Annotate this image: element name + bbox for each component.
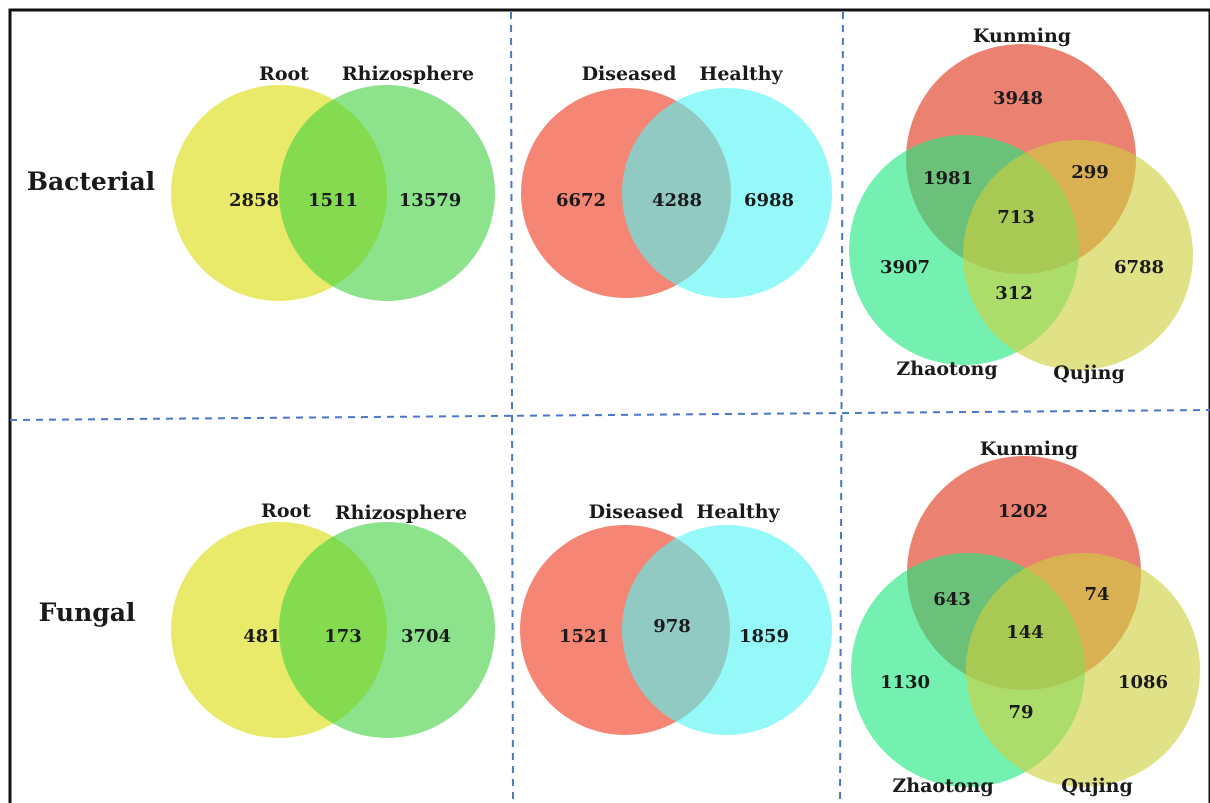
count-kunming-only: 3948	[993, 88, 1043, 109]
count-healthy-only: 6988	[744, 190, 794, 211]
count-kunming-qujing: 299	[1071, 162, 1109, 183]
circle-healthy	[622, 88, 832, 298]
venn-bacterial-root-rhizosphere: Root Rhizosphere 2858 1511 13579	[171, 63, 495, 301]
circle-rhizosphere	[279, 522, 495, 738]
label-zhaotong: Zhaotong	[892, 775, 993, 797]
count-shared: 4288	[652, 190, 702, 211]
label-rhizosphere: Rhizosphere	[342, 63, 474, 85]
count-diseased-only: 6672	[556, 190, 606, 211]
count-diseased-only: 1521	[559, 626, 609, 647]
circle-qujing	[963, 140, 1193, 370]
count-kunming-zhaotong: 643	[933, 589, 971, 610]
label-root: Root	[261, 500, 311, 522]
label-rhizosphere: Rhizosphere	[335, 502, 467, 524]
count-zhaotong-only: 3907	[880, 257, 930, 278]
count-shared: 1511	[308, 190, 358, 211]
label-kunming: Kunming	[980, 438, 1078, 460]
count-rhizosphere-only: 3704	[401, 626, 451, 647]
label-healthy: Healthy	[696, 501, 780, 523]
label-diseased: Diseased	[582, 63, 677, 85]
label-qujing: Qujing	[1061, 775, 1133, 797]
venn-bacterial-disease-health: Diseased Healthy 6672 4288 6988	[521, 63, 832, 298]
venn-fungal-disease-health: Diseased Healthy 1521 978 1859	[520, 501, 832, 735]
count-zhaotong-qujing: 79	[1008, 702, 1033, 723]
count-healthy-only: 1859	[739, 626, 789, 647]
label-zhaotong: Zhaotong	[896, 358, 997, 380]
count-shared: 978	[653, 616, 691, 637]
row-label-fungal: Fungal	[39, 598, 136, 627]
venn-fungal-root-rhizosphere: Root Rhizosphere 481 173 3704	[171, 500, 495, 738]
count-zhaotong-qujing: 312	[995, 283, 1033, 304]
count-qujing-only: 6788	[1114, 257, 1164, 278]
count-root-only: 481	[243, 626, 281, 647]
figure-border	[8, 8, 1210, 803]
circle-rhizosphere	[279, 85, 495, 301]
row-label-bacterial: Bacterial	[27, 167, 155, 196]
count-kunming-zhaotong: 1981	[923, 168, 973, 189]
count-qujing-only: 1086	[1118, 672, 1168, 693]
vertical-divider-left	[510, 11, 514, 803]
circle-healthy	[622, 525, 832, 735]
count-kunming-qujing: 74	[1084, 584, 1109, 605]
count-shared: 173	[324, 626, 362, 647]
label-root: Root	[259, 63, 309, 85]
vertical-divider-right	[839, 11, 844, 803]
label-qujing: Qujing	[1053, 362, 1125, 384]
count-all-three: 144	[1006, 622, 1044, 643]
circle-qujing	[966, 553, 1200, 787]
venn-bacterial-locations: Kunming Zhaotong Qujing 3948 1981 299 71…	[849, 25, 1193, 384]
count-kunming-only: 1202	[998, 501, 1048, 522]
count-all-three: 713	[997, 207, 1035, 228]
count-root-only: 2858	[229, 190, 279, 211]
label-healthy: Healthy	[699, 63, 783, 85]
label-diseased: Diseased	[589, 501, 684, 523]
horizontal-divider	[9, 409, 1210, 421]
venn-fungal-locations: Kunming Zhaotong Qujing 1202 643 74 144 …	[851, 438, 1200, 797]
label-kunming: Kunming	[973, 25, 1071, 47]
count-rhizosphere-only: 13579	[399, 190, 462, 211]
count-zhaotong-only: 1130	[880, 672, 930, 693]
